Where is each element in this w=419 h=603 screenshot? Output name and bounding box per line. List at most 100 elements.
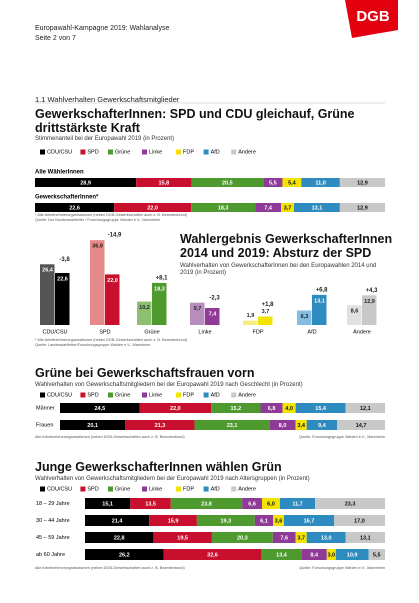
bar: [55, 273, 70, 325]
bar-segment: [269, 420, 296, 430]
value-label: 18,3: [154, 286, 165, 292]
value-label: 6,8: [268, 406, 276, 412]
value-label: 19,5: [177, 535, 188, 541]
value-label: 22,0: [170, 406, 181, 412]
value-label: 6,3: [301, 314, 309, 320]
bar-segment: [263, 178, 283, 187]
legend-label: Grüne: [115, 392, 130, 398]
legend-swatch: [108, 486, 113, 492]
bar-segment: [306, 532, 346, 543]
legend-swatch: [40, 392, 45, 398]
bar-segment: [295, 403, 346, 413]
legend-label: Andere: [238, 486, 256, 492]
value-label: 5,4: [288, 180, 297, 186]
legend-label: AfD: [211, 392, 220, 398]
logo-text: DGB: [356, 8, 390, 25]
value-label: 15,1: [102, 501, 113, 507]
change-label: -14,9: [108, 233, 122, 239]
value-label: 3,4: [297, 423, 306, 429]
bar-segment: [254, 515, 274, 526]
footnote: * Alle Arbeitnehmerorganisationen (neben…: [35, 213, 187, 217]
bar-segment: [255, 203, 282, 212]
value-label: 23,3: [345, 501, 356, 507]
bar-segment: [130, 498, 171, 509]
value-label: 15,9: [168, 518, 179, 524]
value-label: 23,8: [201, 501, 212, 507]
bar-segment: [326, 549, 336, 560]
bar-segment: [139, 403, 212, 413]
bar-segment: [294, 203, 340, 212]
footnote: Quelle: Landeswahlleiter/Forschungsgrupp…: [35, 343, 151, 347]
bar-segment: [337, 420, 385, 430]
legend-swatch: [80, 149, 86, 155]
legend-label: FDP: [183, 392, 194, 398]
bar-segment: [283, 515, 334, 526]
value-label: 3,7: [262, 309, 270, 315]
footnote: Quelle: Der Bundeswahlleiter / Forschung…: [35, 218, 161, 222]
bar: [347, 305, 362, 325]
bar-segment: [35, 178, 137, 187]
value-label: 14,7: [356, 423, 367, 429]
value-label: 23,1: [227, 423, 238, 429]
value-label: 11,7: [292, 501, 302, 507]
bar-segment: [194, 420, 270, 430]
bar-segment: [273, 515, 284, 526]
bar-segment: [60, 420, 126, 430]
footnote: * Alle Arbeitnehmerorganisationen (neben…: [35, 338, 187, 342]
footnote: Alle Arbeitnehmerorganisationen (neben D…: [35, 566, 185, 570]
value-label: 22,0: [107, 278, 118, 284]
value-label: 13,1: [360, 535, 371, 541]
bar: [258, 316, 273, 325]
bar-segment: [114, 203, 192, 212]
legend-swatch: [40, 486, 45, 492]
value-label: 13,4: [276, 552, 288, 558]
value-label: 6,1: [260, 518, 268, 524]
legend-label: SPD: [87, 149, 98, 155]
legend-label: Linke: [149, 486, 162, 492]
value-label: 11,0: [315, 180, 325, 186]
value-label: 28,9: [80, 180, 91, 186]
change-label: +6,8: [316, 287, 329, 293]
bar-segment: [85, 532, 154, 543]
chart-title: Grüne bei Gewerkschaftsfrauen vorn: [35, 366, 255, 380]
legend-label: SPD: [87, 486, 98, 492]
bar-segment: [301, 549, 327, 560]
legend-label: CDU/CSU: [47, 392, 72, 398]
value-label: 3,7: [284, 205, 292, 211]
bar-segment: [295, 420, 307, 430]
legend-swatch: [231, 149, 237, 155]
value-label: 4,0: [285, 406, 293, 412]
value-label: 16,7: [304, 518, 315, 524]
row-label: GewerkschafterInnen*: [35, 195, 99, 201]
value-label: 26,2: [119, 552, 130, 558]
chart-subtitle: Wahlverhalten von Gewerkschaftsmitgliede…: [35, 476, 310, 482]
value-label: 26,4: [42, 268, 54, 274]
value-label: 8,0: [279, 423, 287, 429]
legend-label: CDU/CSU: [47, 149, 72, 155]
bar: [152, 282, 167, 325]
value-label: 3,6: [275, 518, 283, 524]
value-label: 6,6: [248, 501, 256, 507]
change-label: +1,8: [262, 302, 275, 308]
legend-swatch: [231, 392, 237, 398]
bar: [312, 294, 327, 325]
value-label: 7,6: [280, 535, 288, 541]
legend-swatch: [80, 486, 86, 492]
chart-subtitle: Wahlverhalten von GewerkschafterInnen be…: [180, 263, 377, 276]
bar-segment: [191, 178, 264, 187]
legend-label: Andere: [238, 149, 256, 155]
value-label: 10,2: [139, 305, 150, 311]
bar: [205, 307, 220, 325]
value-label: 21,4: [112, 518, 124, 524]
source-note: Quelle: Forschungsgruppe Wahlen e.V., Ma…: [299, 435, 385, 439]
chart-subtitle: Stimmenanteil bei der Europawahl 2019 (i…: [35, 136, 175, 142]
change-label: +4,3: [366, 288, 379, 294]
bar-segment: [345, 532, 385, 543]
value-label: 9,4: [318, 423, 327, 429]
value-label: 12,9: [364, 299, 375, 305]
bar: [190, 302, 205, 325]
bar-segment: [272, 532, 296, 543]
bar-segment: [85, 549, 164, 560]
value-label: 13,0: [321, 535, 332, 541]
source-note: Quelle: Forschungsgruppe Wahlen e.V., Ma…: [299, 566, 385, 570]
